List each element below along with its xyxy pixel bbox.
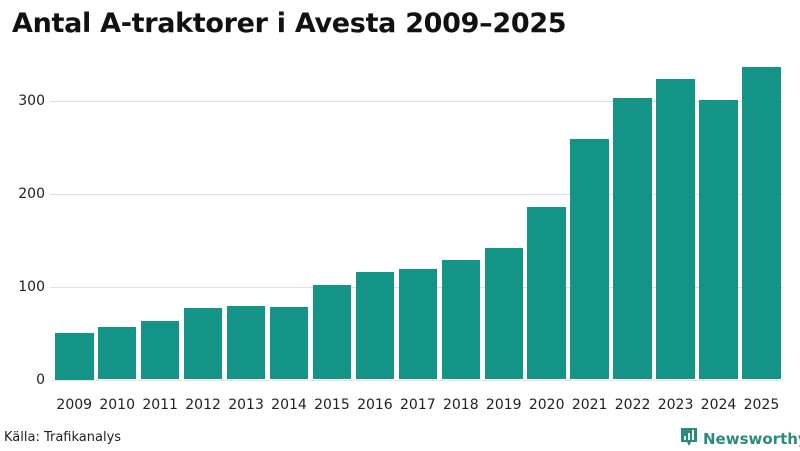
x-tick-label: 2013 (228, 397, 264, 413)
bar-2017[interactable] (398, 268, 438, 380)
x-tick-label: 2010 (99, 397, 135, 413)
bar-2025[interactable] (742, 67, 781, 380)
bar-2014[interactable] (269, 306, 309, 380)
bar-2018[interactable] (441, 260, 481, 380)
bar-2023[interactable] (656, 79, 695, 380)
x-tick-label: 2021 (571, 397, 608, 413)
bar-2024[interactable] (699, 99, 738, 380)
x-tick-label: 2018 (442, 397, 479, 413)
y-tick-label: 200 (18, 185, 45, 202)
x-tick-label: 2019 (485, 397, 522, 413)
bar-2013[interactable] (226, 306, 266, 380)
x-tick-label: 2012 (185, 397, 221, 413)
y-tick-label: 0 (36, 371, 45, 388)
x-tick-label: 2009 (56, 397, 93, 413)
x-tick-label: 2014 (271, 397, 307, 413)
x-tick-label: 2011 (142, 397, 178, 413)
bar-2010[interactable] (97, 327, 137, 380)
bar-2019[interactable] (484, 248, 523, 380)
bar-2012[interactable] (183, 307, 223, 380)
newsworthy-logo: Newsworthy (680, 427, 800, 451)
bar-2022[interactable] (613, 97, 652, 380)
x-tick-label: 2023 (657, 397, 694, 413)
x-tick-label: 2025 (743, 397, 780, 413)
gridline (50, 380, 783, 381)
source-note: Källa: Trafikanalys (4, 430, 122, 445)
y-tick-label: 100 (18, 278, 45, 295)
bar-2016[interactable] (355, 271, 395, 380)
brand-name: Newsworthy (703, 430, 800, 448)
bar-2020[interactable] (527, 207, 566, 380)
bar-2011[interactable] (140, 320, 180, 380)
bar-chart-speech-bubble-icon (680, 427, 698, 451)
bar-2021[interactable] (570, 138, 609, 380)
chart-title: Antal A-traktorer i Avesta 2009–2025 (12, 8, 567, 39)
x-tick-label: 2020 (528, 397, 565, 413)
x-tick-label: 2017 (400, 397, 436, 413)
bar-2009[interactable] (55, 333, 94, 380)
x-tick-label: 2015 (314, 397, 350, 413)
gridline (50, 194, 783, 195)
y-tick-label: 300 (18, 92, 45, 109)
x-tick-label: 2022 (614, 397, 651, 413)
x-tick-label: 2016 (357, 397, 393, 413)
bar-2015[interactable] (312, 284, 352, 380)
gridline (50, 101, 783, 102)
x-tick-label: 2024 (700, 397, 737, 413)
